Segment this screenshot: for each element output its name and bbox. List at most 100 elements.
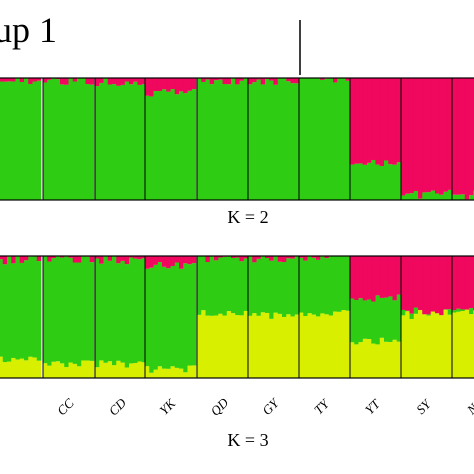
admixture-bar-segment	[129, 257, 134, 364]
admixture-bar-segment	[418, 310, 423, 378]
admixture-bar-segment	[51, 78, 57, 200]
admixture-bar-segment	[311, 256, 317, 258]
admixture-bar-segment	[379, 337, 385, 378]
admixture-bar-segment	[469, 78, 474, 196]
admixture-bar-segment	[392, 300, 398, 340]
admixture-bar-segment	[60, 257, 65, 364]
admixture-bar-segment	[367, 339, 372, 378]
admixture-bar-segment	[116, 360, 121, 378]
admixture-bar-segment	[120, 78, 126, 85]
admixture-bar-segment	[282, 262, 287, 317]
admixture-bar-segment	[269, 318, 274, 378]
admixture-bar-segment	[174, 367, 180, 378]
admixture-bar-segment	[197, 314, 202, 378]
admixture-bar-segment	[464, 309, 470, 378]
admixture-bar-segment	[405, 193, 410, 200]
admixture-bar-segment	[36, 261, 42, 361]
admixture-bar-segment	[396, 162, 402, 200]
admixture-bar-segment	[392, 256, 398, 301]
admixture-bar-segment	[430, 311, 436, 378]
admixture-bar-segment	[413, 313, 419, 378]
admixture-bar-segment	[197, 78, 202, 200]
admixture-bar-segment	[375, 164, 381, 200]
admixture-bar-segment	[469, 308, 474, 315]
admixture-bar-segment	[170, 366, 176, 378]
admixture-bar-segment	[464, 78, 470, 200]
admixture-bar-segment	[187, 264, 193, 366]
admixture-bar-segment	[401, 256, 406, 310]
admixture-bar-segment	[47, 365, 52, 378]
admixture-bar-segment	[307, 256, 313, 314]
admixture-bar-segment	[239, 80, 245, 200]
admixture-bar-segment	[456, 256, 461, 309]
admixture-bar-segment	[116, 256, 121, 264]
admixture-bar-segment	[286, 256, 291, 259]
admixture-bar-segment	[174, 262, 180, 368]
admixture-bar-segment	[36, 78, 42, 81]
admixture-bar-segment	[43, 82, 48, 200]
admixture-bar-segment	[299, 78, 304, 200]
admixture-bar-segment	[124, 78, 130, 82]
admixture-bar-segment	[354, 300, 359, 345]
admixture-bar-segment	[456, 308, 461, 312]
admixture-bar-segment	[282, 78, 287, 200]
admixture-bar-segment	[133, 78, 138, 82]
admixture-bar-segment	[116, 85, 121, 200]
admixture-bar-segment	[388, 164, 393, 200]
admixture-bar-segment	[137, 78, 143, 85]
admixture-bar-segment	[214, 256, 219, 261]
admixture-bar-segment	[89, 78, 95, 85]
admixture-bar-segment	[358, 342, 364, 378]
admixture-bar-segment	[7, 361, 12, 378]
admixture-bar-segment	[205, 78, 211, 80]
admixture-bar-segment	[187, 78, 193, 91]
population-label: YK	[156, 395, 179, 418]
admixture-bar-segment	[460, 256, 466, 310]
admixture-bar-segment	[214, 260, 219, 316]
admixture-bar-segment	[409, 318, 415, 378]
admixture-bar-segment	[320, 79, 325, 200]
admixture-bar-segment	[388, 296, 393, 342]
admixture-bar-segment	[252, 78, 257, 83]
admixture-bar-segment	[72, 363, 78, 378]
admixture-bar-segment	[345, 256, 351, 311]
admixture-bar-segment	[362, 78, 368, 165]
admixture-bar-segment	[166, 256, 171, 269]
admixture-bar-segment	[405, 256, 410, 311]
admixture-bar-segment	[273, 312, 279, 378]
population-label: GY	[259, 394, 283, 418]
admixture-bar-segment	[11, 263, 16, 358]
admixture-bar-segment	[328, 78, 334, 200]
admixture-bar-segment	[32, 357, 38, 378]
admixture-bar-segment	[205, 256, 211, 262]
admixture-bar-segment	[55, 361, 61, 378]
admixture-bar-segment	[290, 256, 296, 259]
admixture-bar-segment	[89, 262, 95, 361]
admixture-bar-segment	[371, 343, 376, 378]
admixture-bar-segment	[2, 78, 8, 82]
admixture-bar-segment	[439, 78, 444, 195]
admixture-bar-segment	[11, 81, 16, 200]
admixture-bar-segment	[290, 78, 296, 84]
admixture-bar-segment	[243, 258, 249, 311]
admixture-bar-segment	[333, 82, 338, 200]
admixture-bar-segment	[294, 78, 300, 84]
admixture-bar-segment	[341, 310, 347, 378]
admixture-bar-segment	[170, 78, 176, 90]
admixture-bar-segment	[375, 295, 381, 345]
admixture-bar-segment	[396, 78, 402, 163]
population-label: CD	[106, 395, 130, 419]
admixture-bar-segment	[137, 259, 143, 362]
admixture-bar-segment	[36, 80, 42, 200]
admixture-bar-segment	[47, 256, 52, 262]
admixture-bar-segment	[362, 338, 368, 378]
admixture-bar-segment	[145, 256, 150, 269]
admixture-bar-segment	[307, 78, 313, 200]
admixture-bar-segment	[456, 194, 461, 200]
admixture-bar-segment	[252, 262, 257, 314]
admixture-bar-segment	[2, 362, 8, 378]
admixture-bar-segment	[409, 313, 415, 319]
admixture-bar-segment	[43, 256, 48, 364]
admixture-bar-segment	[2, 81, 8, 200]
admixture-bar-segment	[324, 258, 330, 315]
